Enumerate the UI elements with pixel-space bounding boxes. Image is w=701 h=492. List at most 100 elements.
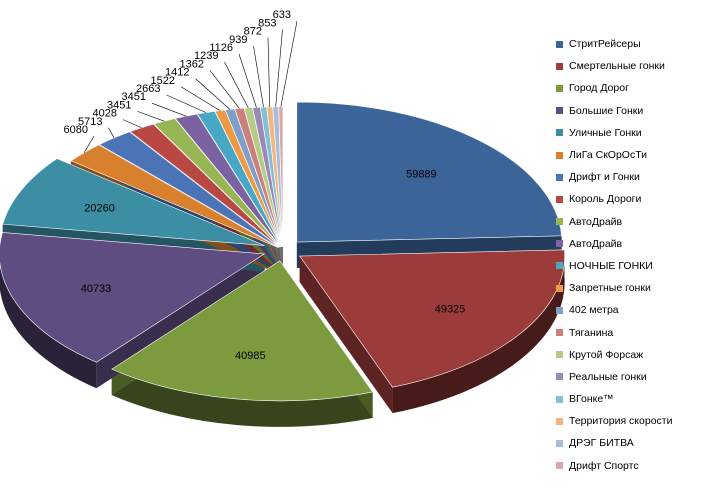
- pie-slice-side: [0, 232, 97, 389]
- legend-swatch: [556, 107, 563, 115]
- legend-item: АвтоДрайв: [556, 233, 701, 255]
- legend-label: Большие Гонки: [569, 104, 644, 117]
- legend-swatch: [556, 240, 563, 248]
- legend-item: АвтоДрайв: [556, 211, 701, 233]
- leader-line: [253, 45, 264, 108]
- legend-swatch: [556, 129, 563, 137]
- legend-label: Запретные гонки: [569, 282, 651, 295]
- legend-item: ДРЭГ БИТВА: [556, 432, 701, 454]
- leader-line: [224, 62, 249, 109]
- legend-item: СтритРейсеры: [556, 33, 701, 55]
- legend-swatch: [556, 262, 563, 270]
- leader-line: [267, 37, 271, 107]
- leader-line: [122, 119, 142, 129]
- leader-line: [151, 102, 187, 117]
- leader-line: [83, 135, 95, 153]
- legend-swatch: [556, 195, 563, 203]
- data-label: 1412: [165, 67, 189, 79]
- legend-swatch: [556, 173, 563, 181]
- leader-line: [275, 29, 283, 107]
- data-label: 1522: [151, 75, 175, 87]
- legend-swatch: [556, 218, 563, 226]
- data-label: 40733: [81, 283, 112, 295]
- legend-item: Крутой Форсаж: [556, 344, 701, 366]
- legend-label: Крутой Форсаж: [569, 348, 644, 361]
- legend-label: Тяганина: [569, 326, 614, 339]
- legend-swatch: [556, 351, 563, 359]
- legend-label: Уличные Гонки: [569, 126, 642, 139]
- pie-slice-1: [296, 101, 562, 243]
- leader-line: [137, 111, 165, 122]
- leader-line: [195, 78, 231, 110]
- pie-slice-5: [2, 158, 265, 246]
- data-label: 3451: [122, 91, 146, 103]
- data-label: 20260: [84, 202, 115, 214]
- legend-label: АвтоДрайв: [569, 215, 623, 228]
- data-label: 5713: [78, 116, 102, 128]
- legend-item: Король Дороги: [556, 188, 701, 210]
- data-label: 872: [244, 26, 262, 38]
- leader-line: [280, 21, 298, 107]
- legend-label: Реальные гонки: [569, 370, 647, 383]
- legend-label: НОЧНЫЕ ГОНКИ: [569, 259, 653, 272]
- leader-line: [166, 94, 207, 113]
- legend-item: НОЧНЫЕ ГОНКИ: [556, 255, 701, 277]
- legend-label: СтритРейсеры: [569, 38, 641, 51]
- legend-swatch: [556, 62, 563, 70]
- pie-slice-side: [111, 369, 373, 427]
- legend-swatch: [556, 417, 563, 425]
- legend-item: Запретные гонки: [556, 277, 701, 299]
- data-label: 4028: [93, 108, 117, 120]
- legend-label: Город Дорог: [569, 82, 629, 95]
- legend-swatch: [556, 40, 563, 48]
- legend-swatch: [556, 284, 563, 292]
- legend-item: Уличные Гонки: [556, 122, 701, 144]
- legend-swatch: [556, 329, 563, 337]
- pie-slice-3: [111, 260, 374, 402]
- data-label: 49325: [435, 304, 466, 316]
- legend-swatch: [556, 84, 563, 92]
- legend-item: Реальные гонки: [556, 366, 701, 388]
- pie-slice-side: [392, 249, 565, 414]
- legend-item: Дрифт Спортс: [556, 455, 701, 477]
- pie-slice-2: [299, 249, 565, 388]
- data-label: 1239: [194, 50, 218, 62]
- leader-line: [209, 70, 240, 109]
- chart-legend: СтритРейсеры Смертельные гонки Город Дорог…: [556, 33, 701, 477]
- legend-swatch: [556, 151, 563, 159]
- legend-swatch: [556, 373, 563, 381]
- legend-item: ЛиГа СкОрОсТи: [556, 144, 701, 166]
- data-label: 6080: [64, 124, 88, 136]
- data-label: 1362: [180, 58, 204, 70]
- data-label: 1126: [209, 42, 233, 54]
- legend-label: 402 метра: [569, 304, 619, 317]
- leader-line: [180, 86, 221, 111]
- leader-line: [108, 127, 115, 139]
- legend-label: ЛиГа СкОрОсТи: [569, 149, 648, 162]
- data-label: 939: [229, 34, 247, 46]
- data-label: 633: [273, 9, 291, 21]
- legend-item: ВГонке™: [556, 388, 701, 410]
- data-label: 2663: [136, 83, 160, 95]
- legend-item: Тяганина: [556, 321, 701, 343]
- legend-label: Смертельные гонки: [569, 60, 665, 73]
- legend-swatch: [556, 395, 563, 403]
- data-label: 853: [258, 17, 276, 29]
- legend-label: Дрифт Спортс: [569, 459, 639, 472]
- data-label: 40985: [235, 350, 266, 362]
- legend-swatch: [556, 439, 563, 447]
- legend-label: Король Дороги: [569, 193, 642, 206]
- data-label: 59889: [406, 168, 437, 180]
- pie-slice-7: [98, 131, 280, 248]
- legend-label: ВГонке™: [569, 393, 614, 406]
- legend-label: АвтоДрайв: [569, 237, 623, 250]
- legend-swatch: [556, 462, 563, 470]
- pie-slice-wall: [299, 256, 393, 414]
- legend-item: Город Дорог: [556, 77, 701, 99]
- legend-item: Дрифт и Гонки: [556, 166, 701, 188]
- data-label: 3451: [107, 99, 131, 111]
- legend-item: Смертельные гонки: [556, 55, 701, 77]
- legend-item: 402 метра: [556, 299, 701, 321]
